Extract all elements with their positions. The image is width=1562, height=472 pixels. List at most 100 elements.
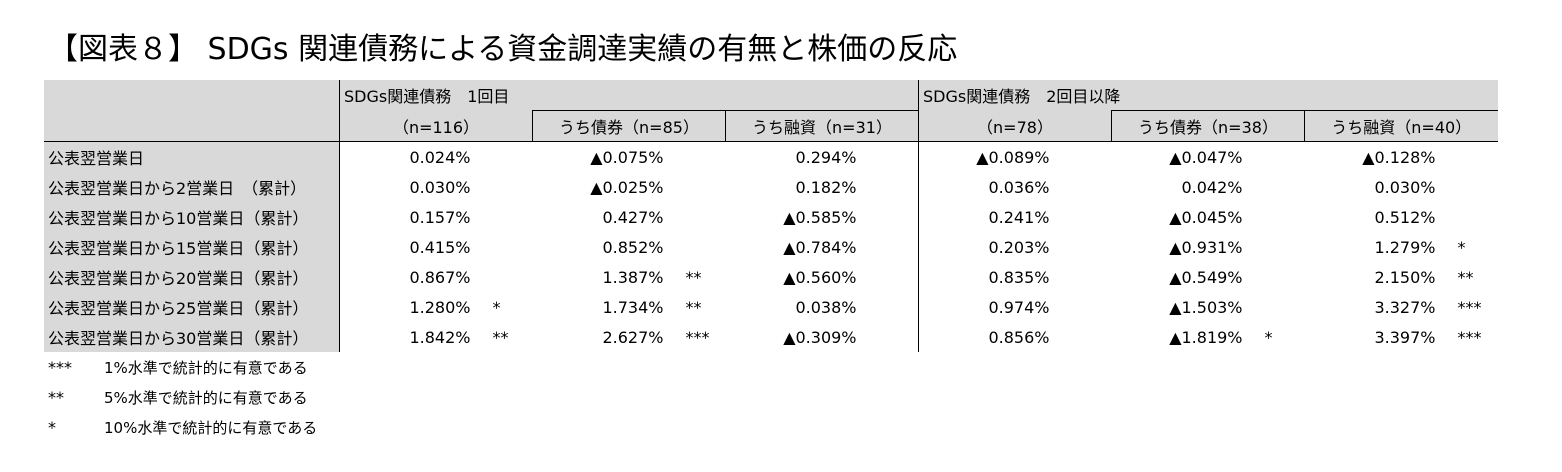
row-label: 公表翌営業日から2営業日 （累計） xyxy=(44,172,340,202)
value-cell: 0.427% xyxy=(602,207,664,227)
significance-mark xyxy=(857,292,919,322)
value-cell: ▲0.047% xyxy=(1169,147,1243,167)
significance-mark xyxy=(1436,202,1498,232)
value-cell: 0.030% xyxy=(339,172,471,202)
table-row: 公表翌営業日から15営業日（累計） 0.415% 0.852% ▲0.784% 0.20… xyxy=(44,232,1498,262)
significance-mark: *** xyxy=(1457,297,1482,317)
significance-mark xyxy=(1050,322,1112,352)
value-cell: ▲0.045% xyxy=(1169,207,1243,227)
significance-mark: * xyxy=(492,297,501,317)
value-cell: 0.294% xyxy=(795,147,857,167)
value-cell: ▲0.025% xyxy=(590,177,664,197)
value-cell: ▲0.089% xyxy=(918,141,1050,172)
significance-mark: * xyxy=(1264,327,1273,347)
value-cell: 0.415% xyxy=(339,232,471,262)
significance-mark: ** xyxy=(1457,267,1474,287)
value-cell: 1.387% xyxy=(602,267,664,287)
value-cell: ▲0.784% xyxy=(783,237,857,257)
significance-mark xyxy=(1050,172,1112,202)
significance-mark xyxy=(664,142,726,173)
value-cell: 0.042% xyxy=(1181,177,1243,197)
value-cell: 0.036% xyxy=(918,172,1050,202)
value-cell: 0.856% xyxy=(918,322,1050,352)
table-row: 公表翌営業日から10営業日（累計） 0.157% 0.427% ▲0.585% 0.24… xyxy=(44,202,1498,232)
column-header: （n=78） xyxy=(918,110,1112,142)
significance-mark xyxy=(1243,172,1305,202)
note-text: 5%水準で統計的に有意である xyxy=(104,389,308,407)
table-row: 公表翌営業日から25営業日（累計） 1.280% * 1.734% ** 0.038% 0.… xyxy=(44,292,1498,322)
header-corner-lower xyxy=(44,110,340,142)
table-row: 公表翌営業日から20営業日（累計） 0.867% 1.387% ** ▲0.560% 0.… xyxy=(44,262,1498,292)
value-cell: 0.974% xyxy=(918,292,1050,322)
column-header: うち融資（n=40） xyxy=(1304,110,1498,142)
value-cell: 1.280% xyxy=(339,292,471,322)
value-cell: 1.279% xyxy=(1374,237,1436,257)
significance-mark: *** xyxy=(1457,327,1482,347)
significance-mark xyxy=(857,232,919,262)
note-mark: * xyxy=(48,418,56,437)
note-text: 10%水準で統計的に有意である xyxy=(104,419,318,437)
value-cell: 0.182% xyxy=(795,177,857,197)
row-label: 公表翌営業日から25営業日（累計） xyxy=(44,292,340,322)
row-label: 公表翌営業日 xyxy=(44,141,340,172)
value-cell: ▲0.549% xyxy=(1169,267,1243,287)
value-cell: 0.835% xyxy=(918,262,1050,292)
significance-mark: ** xyxy=(492,327,509,347)
column-header: うち債券（n=85） xyxy=(532,110,726,142)
header-corner xyxy=(44,80,340,111)
significance-mark: * xyxy=(1457,237,1466,257)
value-cell: ▲0.075% xyxy=(590,147,664,167)
value-cell: ▲0.560% xyxy=(783,267,857,287)
significance-mark xyxy=(1050,142,1112,173)
significance-mark xyxy=(857,142,919,173)
significance-notes: *** 1%水準で統計的に有意である ** 5%水準で統計的に有意である * 10%水… xyxy=(48,353,317,443)
significance-mark xyxy=(1050,232,1112,262)
value-cell: ▲1.503% xyxy=(1169,297,1243,317)
value-cell: 0.030% xyxy=(1374,177,1436,197)
significance-mark xyxy=(471,142,533,173)
significance-mark xyxy=(1436,142,1498,173)
group-header-subsequent: SDGs関連債務 2回目以降 xyxy=(918,80,1498,111)
note-item: ** 5%水準で統計的に有意である xyxy=(48,383,317,413)
significance-mark xyxy=(664,232,726,262)
value-cell: 2.150% xyxy=(1374,267,1436,287)
value-cell: ▲0.128% xyxy=(1362,147,1436,167)
table-row: 公表翌営業日から30営業日（累計） 1.842% ** 2.627% *** ▲0.309… xyxy=(44,322,1498,352)
row-label: 公表翌営業日から30営業日（累計） xyxy=(44,322,340,352)
significance-mark xyxy=(1050,292,1112,322)
header-column-row: （n=116） うち債券（n=85） うち融資（n=31） （n=78） うち債… xyxy=(44,110,1498,142)
significance-mark xyxy=(471,232,533,262)
value-cell: 1.734% xyxy=(602,297,664,317)
row-label: 公表翌営業日から10営業日（累計） xyxy=(44,202,340,232)
significance-mark xyxy=(857,322,919,352)
significance-mark xyxy=(857,202,919,232)
group-header-first: SDGs関連債務 1回目 xyxy=(339,80,919,111)
table-body: 公表翌営業日 0.024% ▲0.075% 0.294% ▲0.089% ▲0.047% ▲… xyxy=(44,141,1498,352)
value-cell: 0.157% xyxy=(339,202,471,232)
column-header: うち融資（n=31） xyxy=(725,110,919,142)
note-item: * 10%水準で統計的に有意である xyxy=(48,413,317,443)
note-item: *** 1%水準で統計的に有意である xyxy=(48,353,317,383)
significance-mark: *** xyxy=(685,327,710,347)
row-label: 公表翌営業日から20営業日（累計） xyxy=(44,262,340,292)
significance-mark xyxy=(857,172,919,202)
value-cell: 0.038% xyxy=(795,297,857,317)
value-cell: 0.241% xyxy=(918,202,1050,232)
value-cell: 3.397% xyxy=(1374,327,1436,347)
significance-mark xyxy=(1243,232,1305,262)
significance-mark xyxy=(1050,262,1112,292)
value-cell: ▲0.309% xyxy=(783,327,857,347)
significance-mark xyxy=(1436,172,1498,202)
value-cell: 0.852% xyxy=(602,237,664,257)
significance-mark xyxy=(664,202,726,232)
value-cell: ▲0.585% xyxy=(783,207,857,227)
column-header: （n=116） xyxy=(339,110,533,142)
value-cell: 0.512% xyxy=(1374,207,1436,227)
value-cell: 3.327% xyxy=(1374,297,1436,317)
significance-mark: ** xyxy=(685,297,702,317)
value-cell: 1.842% xyxy=(339,322,471,352)
significance-mark xyxy=(857,262,919,292)
significance-mark xyxy=(1243,292,1305,322)
value-cell: ▲1.819% xyxy=(1169,327,1243,347)
note-mark: ** xyxy=(48,388,64,407)
